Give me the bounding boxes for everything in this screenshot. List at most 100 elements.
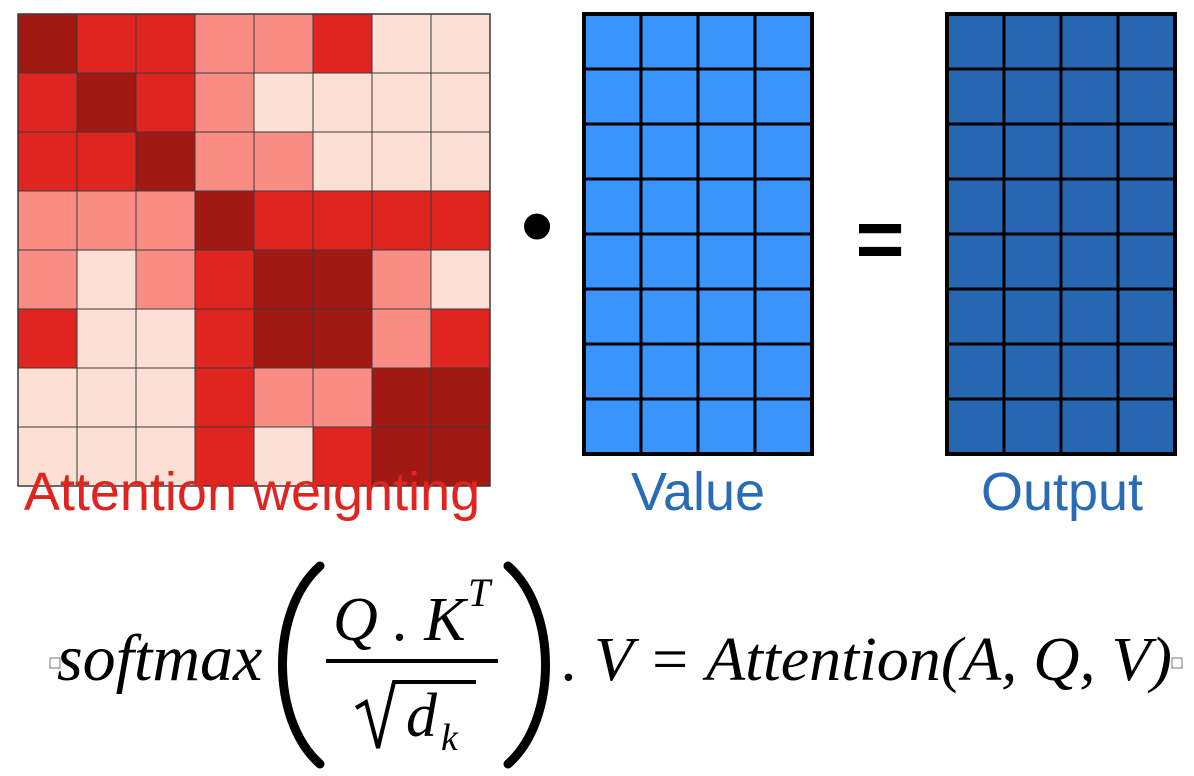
output-cell	[945, 67, 1006, 126]
attention-cell	[430, 131, 491, 192]
value-cell	[639, 342, 700, 401]
output-cell	[1116, 342, 1177, 401]
attention-cell	[371, 72, 432, 133]
attention-cell	[253, 13, 314, 74]
attention-cell	[17, 190, 78, 251]
output-cell	[945, 287, 1006, 346]
attention-cell	[194, 131, 255, 192]
value-cell	[639, 232, 700, 291]
attention-cell	[76, 249, 137, 310]
value-matrix-border	[582, 12, 814, 456]
attention-cell	[312, 426, 373, 487]
attention-cell	[194, 190, 255, 251]
value-cell	[696, 287, 757, 346]
output-matrix-border	[945, 12, 1177, 456]
attention-cell	[17, 13, 78, 74]
attention-cell	[312, 72, 373, 133]
attention-cell	[194, 249, 255, 310]
value-cell	[696, 122, 757, 181]
attention-formula: softmax Q . K T d k . V = Attention(A, Q…	[49, 561, 1183, 769]
output-cell	[1116, 287, 1177, 346]
value-cell	[582, 67, 643, 126]
output-label: Output	[981, 462, 1143, 522]
output-cell	[1116, 397, 1177, 456]
attention-cell	[135, 308, 196, 369]
attention-cell	[430, 367, 491, 428]
text-box-handle-left	[49, 657, 61, 669]
attention-cell	[76, 72, 137, 133]
dot-operator: •	[520, 172, 554, 279]
value-cell	[753, 177, 814, 236]
value-cell	[639, 287, 700, 346]
formula-softmax: softmax	[57, 622, 262, 695]
value-cell	[696, 342, 757, 401]
value-cell	[582, 397, 643, 456]
output-cell	[945, 177, 1006, 236]
attention-cell	[135, 426, 196, 487]
value-cell	[582, 342, 643, 401]
attention-cell	[430, 190, 491, 251]
attention-cell	[430, 72, 491, 133]
attention-cell	[17, 308, 78, 369]
output-cell	[1116, 232, 1177, 291]
attention-cell	[371, 13, 432, 74]
attention-cell	[253, 131, 314, 192]
attention-cell	[17, 249, 78, 310]
value-cell	[753, 342, 814, 401]
attention-cell	[76, 426, 137, 487]
value-cell	[753, 287, 814, 346]
attention-cell	[135, 72, 196, 133]
value-cell	[639, 12, 700, 71]
formula-denominator-sub: k	[441, 717, 459, 759]
attention-cell	[194, 72, 255, 133]
output-cell	[1002, 67, 1063, 126]
output-cell	[1116, 177, 1177, 236]
attention-cell	[312, 131, 373, 192]
formula-denominator-var: d	[406, 682, 438, 750]
attention-cell	[135, 367, 196, 428]
attention-cell	[371, 131, 432, 192]
value-cell	[582, 287, 643, 346]
output-cell	[1002, 232, 1063, 291]
attention-cell	[253, 190, 314, 251]
value-cell	[696, 12, 757, 71]
value-cell	[696, 177, 757, 236]
output-cell	[945, 232, 1006, 291]
right-parenthesis	[503, 561, 550, 769]
value-cell	[639, 67, 700, 126]
output-cell	[1059, 67, 1120, 126]
attention-cell	[312, 367, 373, 428]
attention-cell	[194, 13, 255, 74]
output-cell	[1059, 232, 1120, 291]
attention-cell	[253, 367, 314, 428]
output-cell	[1002, 397, 1063, 456]
value-cell	[582, 122, 643, 181]
attention-cell	[76, 13, 137, 74]
attention-cell	[135, 249, 196, 310]
value-cell	[639, 177, 700, 236]
left-parenthesis	[278, 561, 325, 769]
attention-cell	[253, 72, 314, 133]
attention-cell	[17, 131, 78, 192]
attention-cell	[194, 308, 255, 369]
attention-cell	[253, 308, 314, 369]
square-root-sign	[354, 680, 476, 749]
output-cell	[945, 122, 1006, 181]
attention-cell	[430, 13, 491, 74]
value-cell	[696, 67, 757, 126]
value-cell	[753, 122, 814, 181]
attention-cell	[17, 426, 78, 487]
value-cell	[582, 177, 643, 236]
output-cell	[1116, 67, 1177, 126]
output-cell	[945, 397, 1006, 456]
attention-cell	[312, 308, 373, 369]
attention-cell	[371, 249, 432, 310]
value-cell	[753, 12, 814, 71]
attention-cell	[76, 308, 137, 369]
attention-cell	[76, 131, 137, 192]
value-cell	[696, 232, 757, 291]
attention-cell	[430, 426, 491, 487]
output-cell	[1116, 12, 1177, 71]
output-cell	[1059, 12, 1120, 71]
